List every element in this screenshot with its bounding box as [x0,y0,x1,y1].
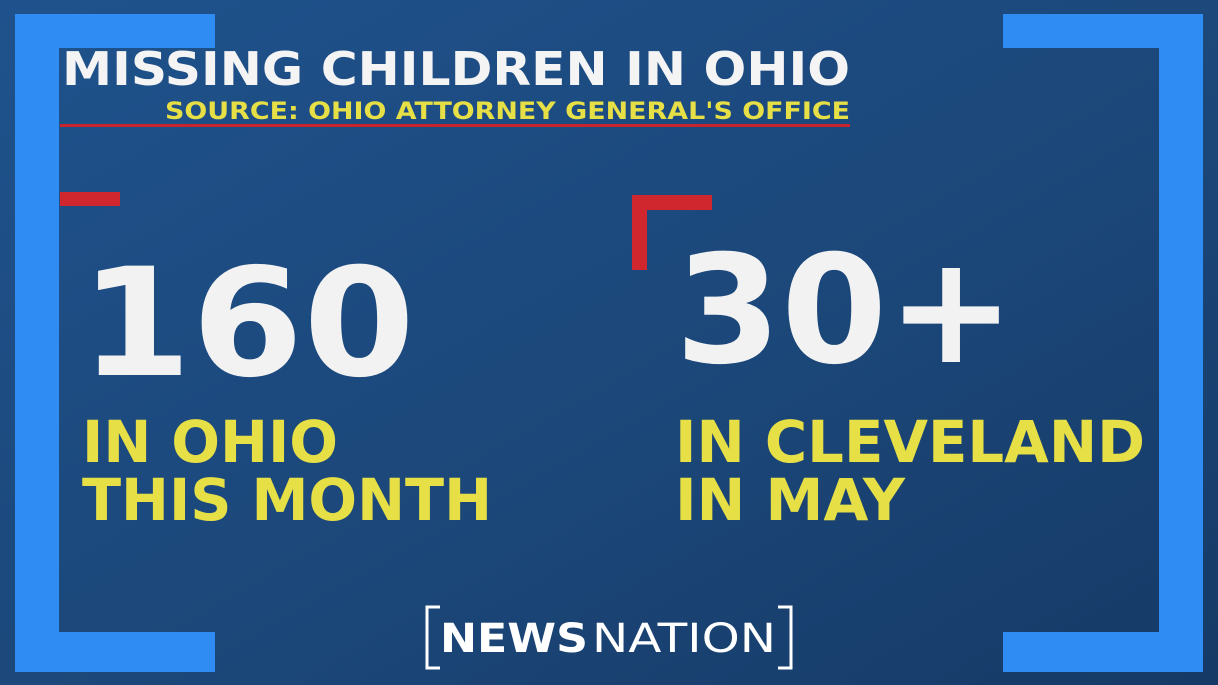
bracket-right-side [1159,14,1203,672]
stat-caption: THIS MONTH [82,466,492,534]
accent-right-v [632,195,647,270]
logo-brackets [425,605,793,670]
source-underline [60,124,850,127]
accent-left [60,192,120,206]
logo-bracket-left [425,605,440,670]
stat-figure: 160 [80,237,415,411]
source: SOURCE: OHIO ATTORNEY GENERAL'S OFFICE [165,97,850,125]
logo-bracket-right [778,605,793,670]
logo-news: NEWS [440,616,588,662]
logo-nation: NATION [592,616,776,662]
accent-right-h [632,195,712,210]
stat-caption: IN OHIO [82,408,338,476]
bracket-left-bottom [15,632,215,672]
stat-caption: IN CLEVELAND [675,408,1145,476]
stat-figure: 30+ [675,224,1015,398]
title: MISSING CHILDREN IN OHIO [62,42,850,96]
stat-caption: IN MAY [675,466,906,534]
frame-brackets [15,14,1203,672]
bracket-right-bottom [1003,632,1203,672]
bracket-left-side [15,14,59,672]
